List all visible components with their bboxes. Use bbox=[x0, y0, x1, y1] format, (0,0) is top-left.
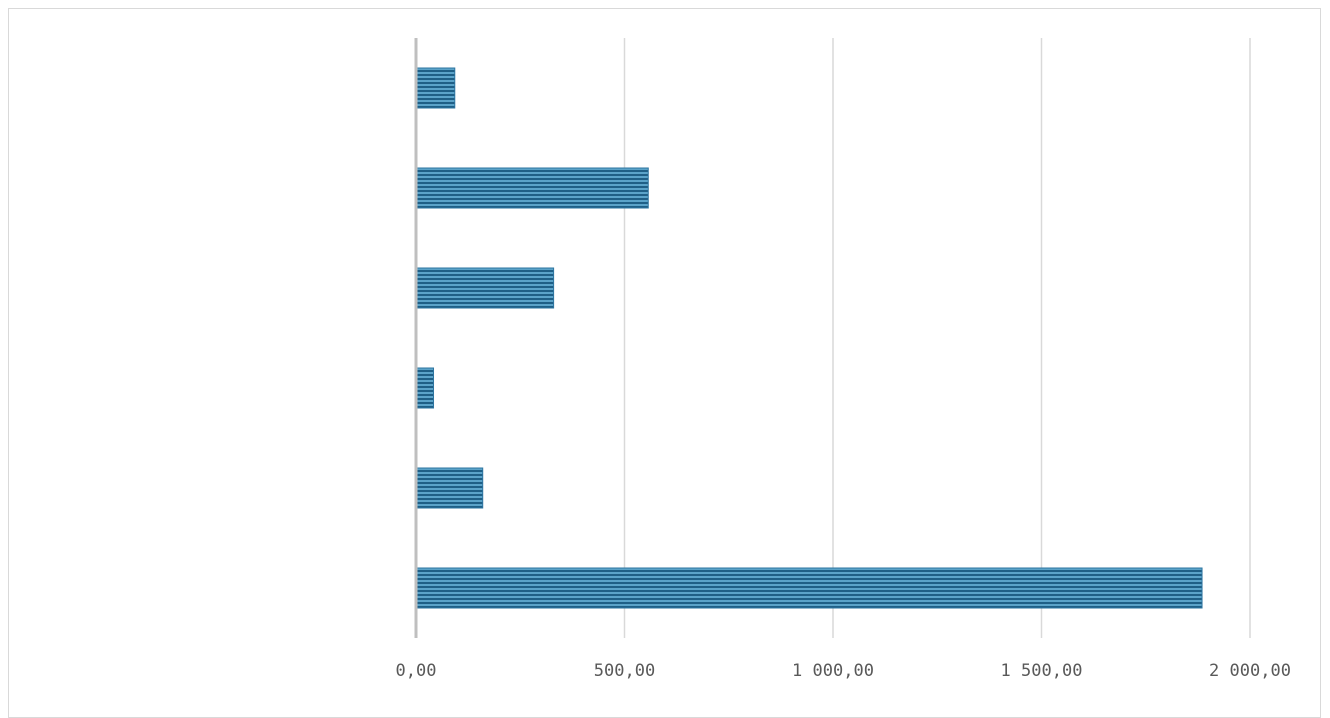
bar bbox=[416, 167, 649, 209]
bar bbox=[416, 367, 435, 409]
x-tick-label: 500,00 bbox=[594, 661, 655, 681]
x-tick-labels: 0,00 500,00 1 000,00 1 500,00 2 000,00 bbox=[396, 661, 1291, 681]
bar-chart: 0,00 500,00 1 000,00 1 500,00 2 000,00 bbox=[396, 38, 1291, 681]
x-tick-label: 1 000,00 bbox=[792, 661, 874, 681]
x-tick-label: 2 000,00 bbox=[1209, 661, 1291, 681]
bars bbox=[416, 67, 1203, 609]
bar bbox=[416, 67, 456, 109]
x-tick-label: 0,00 bbox=[396, 661, 437, 681]
bar bbox=[416, 267, 555, 309]
x-tick-label: 1 500,00 bbox=[1001, 661, 1083, 681]
bar bbox=[416, 567, 1203, 609]
bar bbox=[416, 467, 484, 509]
gridlines bbox=[623, 38, 1251, 638]
